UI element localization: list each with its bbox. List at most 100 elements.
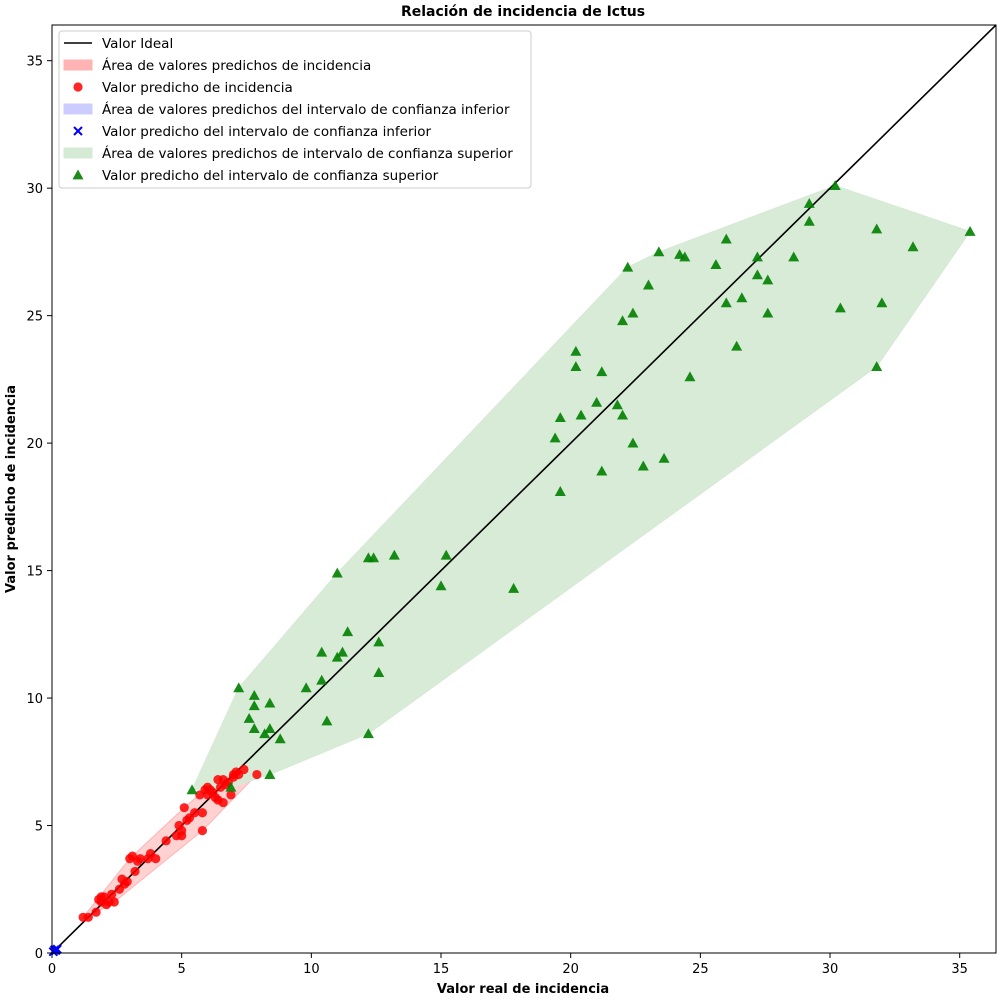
legend-area-swatch [63,147,93,159]
data-point-series-2 [233,682,245,693]
legend-area-swatch [63,59,93,71]
data-point-series-2 [248,700,260,711]
data-point-series-2 [243,712,255,723]
x-axis-ticks: 0 5 10 15 20 25 30 35 [48,953,968,977]
data-point-series-2 [248,690,260,700]
legend-marker-swatch [73,82,83,92]
y-tick-label: 30 [26,182,43,197]
data-point-series-2 [554,486,566,496]
data-point-series-2 [871,223,883,234]
area-series-2 [191,185,971,791]
data-point-series-2 [336,646,348,657]
x-tick-label: 20 [562,962,579,977]
data-point-series-0 [83,912,93,922]
data-point-series-2 [751,251,763,262]
data-point-series-2 [637,460,649,471]
data-point-series-0 [177,831,187,841]
y-tick-label: 10 [26,692,43,707]
legend-label: Valor predicho de incidencia [102,80,293,96]
data-point-series-2 [617,315,629,326]
y-tick-label: 5 [35,820,43,835]
data-point-series-2 [907,241,919,252]
y-tick-label: 0 [35,947,43,962]
legend-marker-swatch [73,126,83,136]
data-point-series-0 [122,877,132,887]
data-point-series-2 [829,180,841,191]
data-point-series-2 [596,465,608,476]
data-point-series-2 [731,340,743,351]
plot-frame [51,24,997,954]
data-point-series-2 [762,307,774,318]
data-point-series-2 [834,302,846,313]
legend-box [58,30,532,189]
legend-item: Área de valores predichos de intervalo d… [63,145,513,162]
data-point-series-0 [252,769,262,780]
y-axis-ticks: 0 5 10 15 20 25 30 35 [26,55,52,962]
y-tick-label: 35 [26,55,43,70]
legend-item: Valor predicho de incidencia [73,80,293,96]
data-point-series-0 [109,897,119,907]
data-point-series-0 [190,808,200,818]
legend-label: Valor predicho del intervalo de confianz… [102,168,439,184]
data-point-series-2 [248,723,260,734]
x-tick-label: 0 [48,962,56,977]
chart-title: Relación de incidencia de Ictus [401,4,645,20]
data-point-series-2 [264,723,276,734]
data-point-series-2 [331,651,343,662]
data-points [48,180,976,957]
data-point-series-2 [964,226,976,236]
data-point-series-2 [554,412,566,423]
legend-label: Valor Ideal [102,36,173,52]
data-point-series-2 [871,361,883,372]
data-point-series-2 [549,432,561,443]
legend-area-swatch [63,103,93,115]
x-tick-label: 35 [951,962,968,977]
data-point-series-2 [642,279,654,290]
data-point-series-2 [274,733,286,744]
data-point-series-2 [575,409,587,420]
x-tick-label: 10 [303,962,320,977]
legend-label: Valor predicho del intervalo de confianz… [102,124,432,140]
data-point-series-0 [218,797,228,808]
data-point-series-2 [788,251,800,262]
legend-label: Área de valores predichos de incidencia [102,57,371,74]
data-point-series-2 [225,781,237,792]
legend-item: Valor predicho del intervalo de confianz… [73,124,432,140]
data-point-series-0 [91,907,101,917]
legend-marker-swatch [72,169,84,180]
data-point-series-2 [186,784,198,795]
data-point-series-0 [130,866,140,877]
data-point-series-2 [736,292,748,303]
data-point-series-2 [388,549,400,560]
x-tick-label: 5 [178,962,186,977]
data-point-series-2 [627,307,639,318]
data-point-series-2 [751,269,763,280]
data-point-series-0 [107,889,117,899]
data-point-series-2 [720,297,732,308]
data-point-series-2 [627,437,639,448]
data-point-series-2 [264,697,276,708]
data-point-series-2 [331,567,343,578]
data-point-series-2 [264,769,276,779]
data-point-series-2 [658,452,670,463]
data-point-series-2 [440,549,452,560]
data-point-series-2 [570,361,582,372]
data-point-series-2 [684,371,696,382]
data-point-series-0 [239,764,249,775]
legend-label: Área de valores predichos de intervalo d… [102,145,513,162]
data-point-series-0 [197,808,208,818]
data-point-series-2 [762,274,774,285]
data-point-series-2 [653,246,665,257]
data-point-series-2 [368,552,380,563]
data-point-series-2 [300,682,312,693]
legend-item: Área de valores predichos del intervalo … [63,101,510,118]
legend-item: Valor predicho del intervalo de confianz… [72,168,439,184]
data-point-series-2 [591,396,603,407]
data-point-series-2 [720,233,732,244]
data-point-series-2 [803,215,815,226]
data-point-series-2 [435,580,447,591]
data-point-series-0 [151,854,161,864]
data-point-series-1 [52,944,62,954]
data-point-series-2 [710,259,722,270]
